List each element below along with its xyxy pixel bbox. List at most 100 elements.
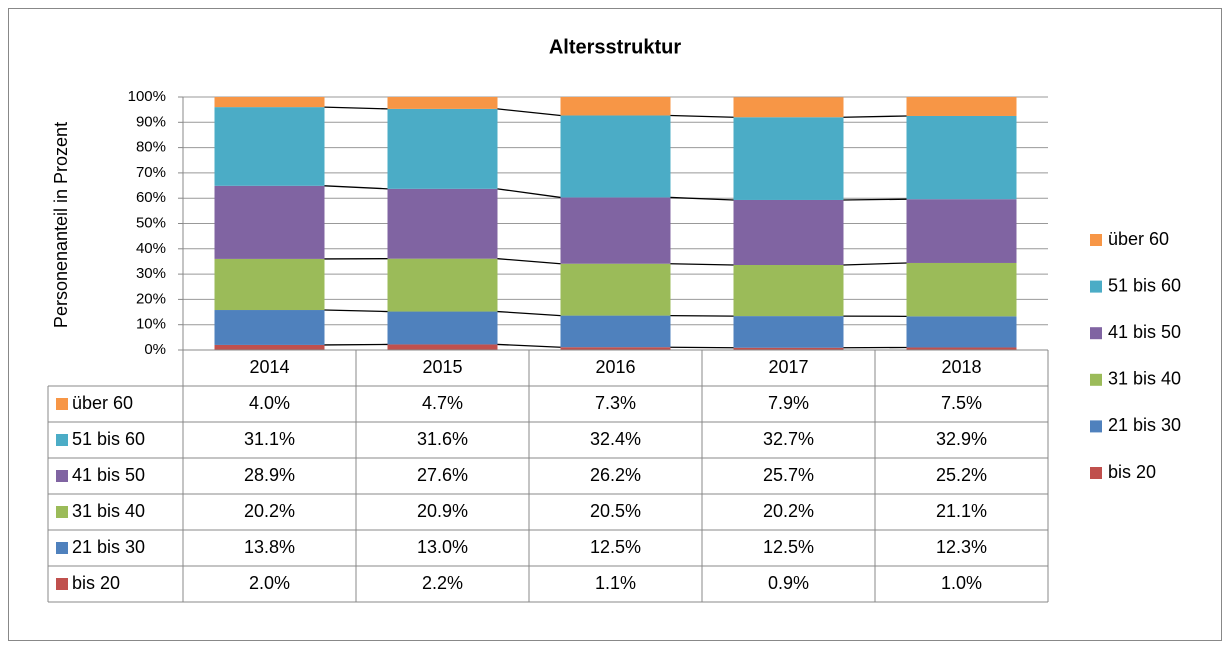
legend-label: 21 bis 30 — [1108, 415, 1181, 435]
bar-segment — [906, 115, 1017, 200]
series-line — [670, 114, 734, 118]
table-cell: 27.6% — [417, 465, 468, 485]
series-line — [324, 309, 388, 313]
table-cell: 21.1% — [936, 501, 987, 521]
table-row-label: bis 20 — [72, 573, 120, 593]
legend-key — [1090, 327, 1102, 340]
table-cell: 32.7% — [763, 429, 814, 449]
table-cell: 7.9% — [768, 393, 809, 413]
bar-segment — [906, 262, 1017, 317]
series-line — [670, 314, 734, 317]
series-line — [497, 108, 561, 117]
bar-segment — [387, 108, 498, 189]
y-tick-label: 60% — [136, 189, 166, 206]
bar-segment — [560, 115, 671, 198]
bar-segment — [387, 311, 498, 345]
bar-segment — [560, 197, 671, 264]
bar-segment — [560, 347, 671, 350]
legend-key — [1090, 373, 1102, 386]
series-line — [670, 196, 734, 201]
bar-segment — [733, 199, 844, 265]
y-tick-label: 30% — [136, 265, 166, 282]
series-line — [497, 343, 561, 348]
table-row-label: 51 bis 60 — [72, 429, 145, 449]
bar-segment — [387, 344, 498, 350]
legend-key — [1090, 234, 1102, 246]
bar-segment — [906, 97, 1017, 116]
table-key — [56, 398, 68, 410]
bar-segment — [214, 97, 325, 108]
series-line — [843, 198, 907, 201]
legend-label: 51 bis 60 — [1108, 275, 1181, 295]
bar-segment — [560, 263, 671, 316]
table-cell: 31.6% — [417, 429, 468, 449]
table-cell: 12.5% — [763, 537, 814, 557]
legend-key — [1090, 280, 1102, 293]
table-row-label: 21 bis 30 — [72, 537, 145, 557]
chart-title: Altersstruktur — [549, 36, 681, 58]
y-tick-label: 20% — [136, 290, 166, 307]
bar-segment — [560, 97, 671, 116]
table-cell: 12.5% — [590, 537, 641, 557]
y-tick-label: 10% — [136, 316, 166, 333]
table-cell: 13.0% — [417, 537, 468, 557]
series-line — [497, 258, 561, 265]
x-tick-label: 2015 — [422, 357, 462, 377]
table-key — [56, 506, 68, 518]
table-key — [56, 542, 68, 554]
table-cell: 28.9% — [244, 465, 295, 485]
table-cell: 32.9% — [936, 429, 987, 449]
bar-segment — [214, 344, 325, 350]
y-tick-label: 50% — [136, 214, 166, 231]
table-cell: 1.1% — [595, 573, 636, 593]
table-cell: 0.9% — [768, 573, 809, 593]
series-line — [670, 346, 734, 349]
table-cell: 4.0% — [249, 393, 290, 413]
table-key — [56, 434, 68, 446]
series-line — [324, 185, 388, 190]
series-line — [843, 115, 907, 118]
y-tick-label: 90% — [136, 113, 166, 130]
table-cell: 4.7% — [422, 393, 463, 413]
legend-key — [1090, 467, 1102, 479]
table-cell: 20.9% — [417, 501, 468, 521]
bar-segment — [733, 97, 844, 118]
bar-segment — [214, 107, 325, 186]
x-tick-label: 2016 — [595, 357, 635, 377]
y-tick-label: 80% — [136, 139, 166, 156]
bar-segment — [733, 264, 844, 317]
table-cell: 7.3% — [595, 393, 636, 413]
bar-segment — [387, 97, 498, 109]
x-tick-label: 2018 — [941, 357, 981, 377]
bar-segment — [906, 347, 1017, 350]
table-cell: 2.2% — [422, 573, 463, 593]
legend-key — [1090, 420, 1102, 433]
table-row-label: über 60 — [72, 393, 133, 413]
series-line — [324, 106, 388, 110]
series-line — [324, 343, 388, 346]
y-tick-label: 0% — [144, 341, 166, 358]
table-cell: 32.4% — [590, 429, 641, 449]
table-cell: 20.2% — [763, 501, 814, 521]
bar-segment — [387, 188, 498, 259]
bar-segment — [733, 347, 844, 350]
table-cell: 25.2% — [936, 465, 987, 485]
bar-segment — [214, 310, 325, 345]
table-cell: 25.7% — [763, 465, 814, 485]
legend-label: 41 bis 50 — [1108, 322, 1181, 342]
y-axis-label: Personenanteil in Prozent — [51, 122, 71, 328]
bar-segment — [214, 258, 325, 311]
table-cell: 20.2% — [244, 501, 295, 521]
table-key — [56, 470, 68, 482]
bar-segment — [733, 117, 844, 200]
x-tick-label: 2014 — [249, 357, 289, 377]
bar-segment — [906, 199, 1017, 263]
table-cell: 20.5% — [590, 501, 641, 521]
y-tick-label: 100% — [128, 88, 166, 105]
legend-label: 31 bis 40 — [1108, 369, 1181, 389]
y-tick-label: 70% — [136, 164, 166, 181]
series-line — [497, 310, 561, 317]
table-cell: 31.1% — [244, 429, 295, 449]
